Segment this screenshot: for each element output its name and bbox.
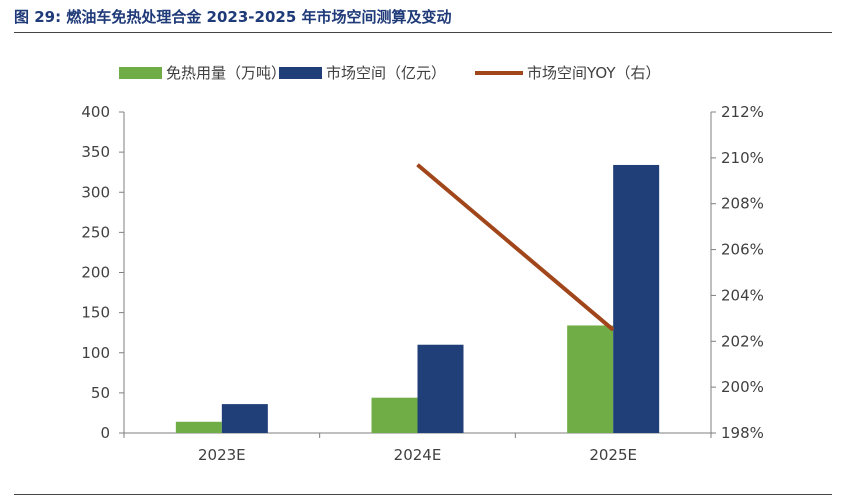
top-rule (14, 32, 832, 33)
right-tick-label: 198% (721, 424, 764, 442)
left-tick-label: 150 (81, 304, 110, 322)
bar-market (613, 164, 660, 433)
left-tick-label: 250 (81, 223, 110, 241)
right-tick-label: 200% (721, 378, 764, 396)
right-tick-label: 202% (721, 332, 764, 350)
left-tick-label: 200 (81, 264, 110, 282)
legend-swatch (279, 67, 322, 79)
bars (175, 164, 660, 433)
bottom-rule (14, 494, 832, 495)
left-tick-label: 350 (81, 143, 110, 161)
legend-label: 市场空间YOY（右） (527, 64, 661, 82)
right-tick-label: 206% (721, 241, 764, 259)
x-tick-label: 2025E (589, 446, 637, 464)
left-tick-label: 300 (81, 183, 110, 201)
right-tick-label: 208% (721, 195, 764, 213)
left-tick-label: 0 (100, 424, 110, 442)
left-tick-label: 400 (81, 103, 110, 121)
right-tick-label: 212% (721, 103, 764, 121)
right-tick-label: 204% (721, 286, 764, 304)
bar-volume (175, 421, 222, 433)
bar-market (221, 404, 268, 433)
left-tick-label: 50 (91, 384, 110, 402)
right-tick-label: 210% (721, 149, 764, 167)
lines (416, 163, 615, 332)
legend-swatch (119, 67, 162, 79)
yoy-line (416, 163, 615, 332)
legend-label: 市场空间（亿元） (326, 64, 446, 82)
figure-title: 图 29: 燃油车免热处理合金 2023-2025 年市场空间测算及变动 (14, 8, 452, 26)
bar-market (417, 344, 464, 433)
bar-volume (567, 325, 614, 433)
bar-volume (371, 397, 418, 433)
legend-label: 免热用量（万吨） (166, 64, 286, 82)
x-tick-label: 2023E (198, 446, 246, 464)
legend: 免热用量（万吨） 市场空间（亿元） 市场空间YOY（右） (119, 64, 661, 82)
x-tick-label: 2024E (394, 446, 442, 464)
left-tick-label: 100 (81, 344, 110, 362)
